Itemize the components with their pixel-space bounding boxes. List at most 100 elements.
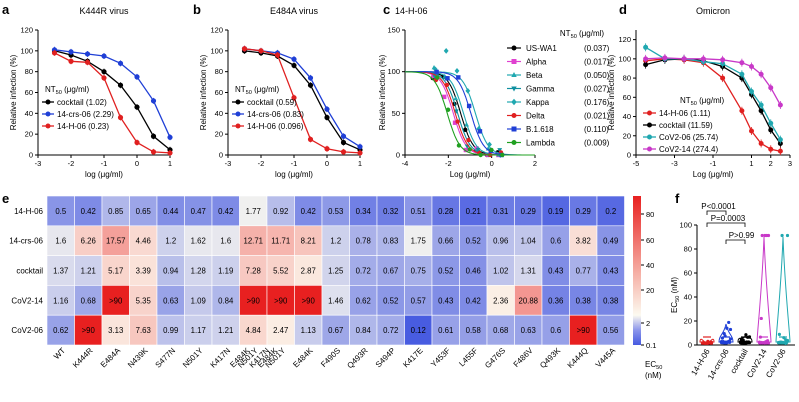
x-tick-label: 1 [168, 159, 172, 168]
heatmap-cell-value: 0.66 [438, 237, 453, 246]
heatmap-cell-value: 0.52 [466, 237, 481, 246]
heatmap-cell-value: >90 [109, 296, 123, 305]
heatmap-cell [184, 285, 213, 316]
y-tick-label: 120 [20, 26, 33, 35]
heatmap-cell [239, 195, 268, 227]
y-tick-label: 120 [618, 35, 631, 44]
data-point [324, 114, 330, 121]
data-point [768, 127, 774, 133]
data-point [703, 341, 707, 345]
legend-marker [511, 98, 517, 106]
heatmap-column-label: K444Q [566, 346, 590, 370]
heatmap-cell-value: 11.71 [271, 237, 290, 246]
data-point [500, 152, 505, 158]
heatmap-cell-value: >90 [247, 296, 261, 305]
legend-value: (0.037) [584, 44, 610, 53]
heatmap-cell [156, 195, 185, 227]
heatmap-cell [74, 314, 103, 346]
data-point [465, 87, 471, 94]
heatmap-cell-value: 0.84 [356, 326, 372, 335]
heatmap-cell-value: 0.65 [136, 207, 152, 216]
heatmap-cell-value: 1.77 [246, 207, 261, 216]
data-point [709, 341, 714, 345]
data-point [766, 341, 771, 345]
heatmap-cell-value: 1.09 [191, 296, 206, 305]
legend-marker [511, 86, 517, 92]
data-point [728, 327, 733, 332]
heatmap-cell [211, 285, 240, 316]
legend-value: (0.110) [584, 125, 609, 134]
heatmap-cell [596, 285, 625, 316]
heatmap-cell-value: 0.21 [466, 207, 481, 216]
heatmap-cell [184, 314, 213, 346]
heatmap-cell-value: 0.46 [466, 267, 481, 276]
heatmap-cell-value: 3.82 [576, 237, 591, 246]
legend-marker [45, 111, 51, 117]
data-point [728, 340, 732, 344]
x-tick-label: 0 [135, 159, 139, 168]
legend-label: US-WA1 [526, 44, 557, 53]
data-point [463, 147, 469, 153]
legend-marker [235, 99, 241, 105]
legend-marker [647, 146, 652, 152]
heatmap-cell-value: 2.47 [273, 326, 288, 335]
heatmap-cell [211, 195, 240, 227]
data-point [780, 233, 784, 238]
colorbar-tick-label: 20 [646, 286, 654, 295]
heatmap-cell-value: 0.38 [576, 296, 591, 305]
legend-label: cocktail (1.02) [57, 98, 107, 107]
x-tick-label: -2 [258, 159, 265, 168]
heatmap-cell [486, 314, 515, 346]
x-tick-label: -3 [671, 159, 678, 168]
heatmap-cell-value: >90 [274, 296, 288, 305]
y-tick-label: 20 [684, 317, 692, 326]
data-point [68, 58, 74, 64]
legend-label: Alpha [526, 58, 547, 67]
data-point [720, 57, 726, 63]
data-point [763, 233, 767, 238]
x-axis-label: log (μg/ml) [275, 170, 313, 179]
legend-marker [235, 111, 241, 117]
heatmap-cell-value: 1.16 [53, 296, 68, 305]
heatmap-cell-value: 0.52 [438, 267, 453, 276]
y-axis-label: EC50 (nM) [670, 277, 681, 313]
x-tick-label: -4 [402, 159, 409, 168]
heatmap-column-label: V445A [594, 346, 618, 370]
data-point [445, 76, 450, 81]
data-point [453, 109, 459, 114]
y-tick-label: 0 [396, 151, 400, 160]
data-point [766, 233, 771, 238]
heatmap-cell [459, 255, 488, 286]
data-point [117, 60, 124, 66]
heatmap-cell-value: 0.96 [493, 237, 508, 246]
data-point [324, 146, 330, 152]
heatmap-cell [596, 314, 625, 346]
y-tick-label: 50 [392, 109, 400, 118]
colorbar [633, 196, 641, 345]
data-point [435, 75, 440, 80]
data-point [725, 326, 729, 330]
y-axis-label: Relative infection (%) [607, 54, 616, 130]
legend-label: Delta [526, 112, 545, 121]
y-tick-label: 40 [623, 112, 631, 121]
legend-marker [511, 113, 517, 118]
legend-label: CoV2-06 (25.74) [659, 133, 718, 142]
heatmap-cell [266, 255, 295, 286]
data-point [489, 147, 494, 153]
y-tick-label: 40 [215, 109, 223, 118]
heatmap-cell [376, 285, 405, 316]
heatmap-cell-value: 1.37 [53, 267, 68, 276]
heatmap-cell-value: >90 [302, 296, 316, 305]
heatmap-cell-value: 1.6 [220, 237, 231, 246]
legend-label: 14-crs-06 (2.29) [57, 110, 114, 119]
x-tick-label: -2 [68, 159, 75, 168]
heatmap-cell-value: 7.63 [136, 326, 151, 335]
heatmap-cell [404, 314, 433, 346]
data-point [720, 75, 726, 81]
heatmap-cell [596, 225, 625, 256]
data-point [725, 341, 729, 345]
legend-label: Lambda [526, 139, 555, 148]
heatmap-cell-value: 1.21 [218, 326, 233, 335]
data-point [464, 122, 469, 127]
legend-marker [511, 140, 517, 145]
